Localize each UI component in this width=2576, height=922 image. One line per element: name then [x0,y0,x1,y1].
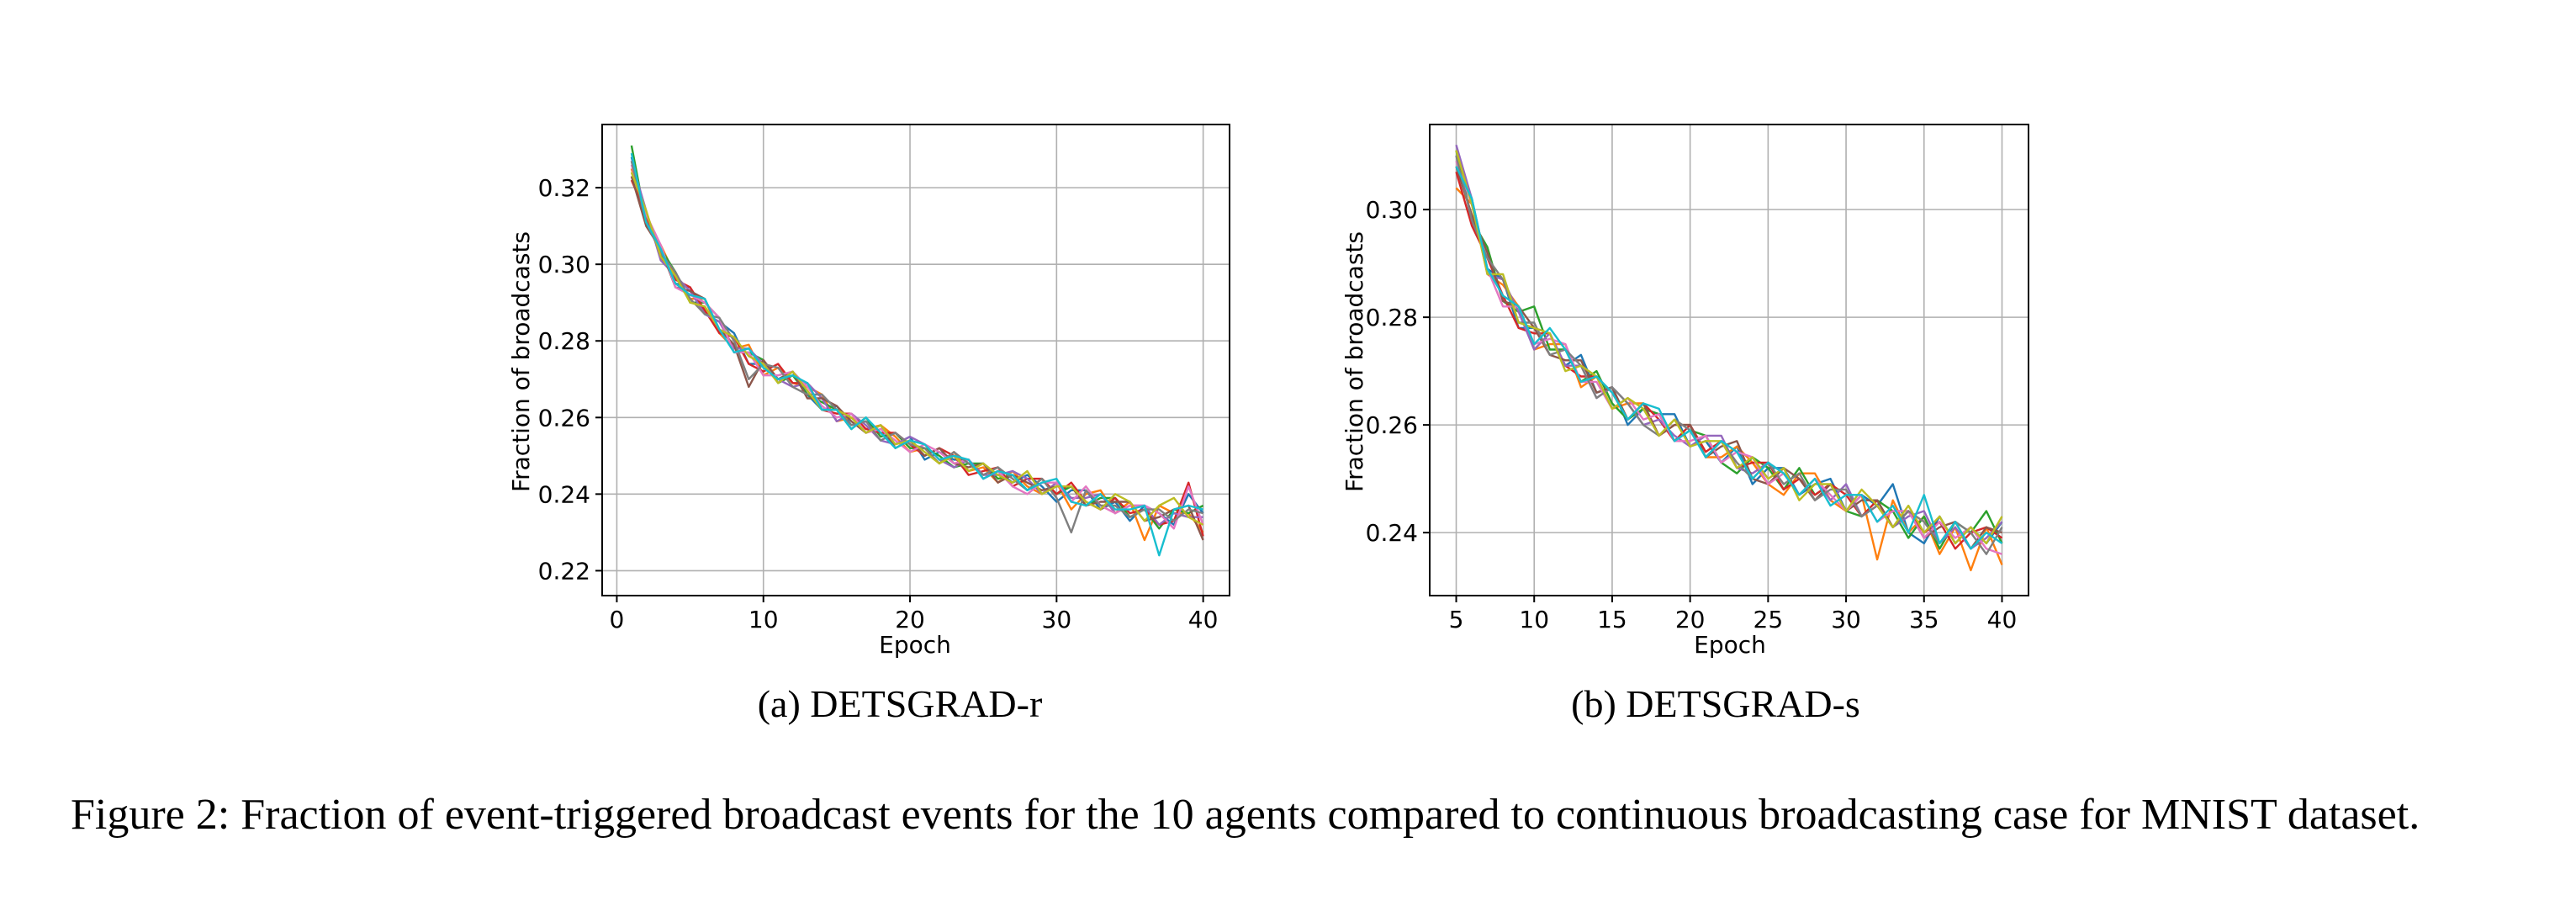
x-tick-label: 35 [1909,606,1939,633]
y-tick-label: 0.30 [1366,196,1418,224]
series-line-agent-3 [630,145,1204,530]
y-tick-label: 0.28 [1366,304,1418,331]
series-line-agent-1 [1455,155,2003,545]
x-tick-label: 20 [1675,606,1706,633]
series-line-agent-3 [1455,150,2003,550]
y-tick-label: 0.22 [538,557,590,585]
series-line-agent-8 [1455,155,2003,555]
chart-panel-a: 0 10 20 30 40 0.22 0.24 0.26 0.28 0.30 0.32 Epoch… [507,124,1230,725]
plot-frame-b [1429,124,2029,596]
x-tick-label: 5 [1449,606,1464,633]
plot-frame-a [601,124,1230,596]
x-tick-label: 40 [1987,606,2018,633]
x-tick-label: 30 [1042,606,1072,633]
y-axis-label-a: Fraction of broadcasts [507,231,535,492]
grid-a [602,125,1230,596]
x-ticks-a: 0 10 20 30 40 [610,596,1219,633]
subcaption-a: (a) DETSGRAD-r [758,682,1043,725]
lines-a [630,145,1204,557]
y-tick-label: 0.26 [538,404,590,432]
series-line-agent-5 [630,160,1203,526]
y-axis-label-b: Fraction of broadcasts [1341,231,1368,492]
figure-canvas: 0 10 20 30 40 0.22 0.24 0.26 0.28 0.30 0.32 Epoch… [507,124,2029,725]
x-tick-label: 40 [1188,606,1219,633]
x-tick-label: 10 [1519,606,1549,633]
y-tick-label: 0.26 [1366,411,1418,439]
x-axis-label-a: Epoch [879,631,951,659]
figure-caption: Figure 2: Fraction of event-triggered br… [71,791,2420,839]
x-ticks-b: 5 10 15 20 25 30 35 40 [1449,596,2018,633]
x-axis-label-b: Epoch [1694,631,1766,659]
series-line-agent-4 [630,179,1204,537]
series-line-agent-10 [1455,166,2003,550]
series-line-agent-2 [630,168,1204,542]
series-line-agent-9 [630,172,1204,526]
series-line-agent-10 [630,152,1203,557]
series-line-agent-7 [630,164,1204,530]
series-line-agent-6 [1455,166,2002,550]
chart-panel-b: 5 10 15 20 25 30 35 40 0.24 0.26 0.28 0.30 Epoch F… [1341,124,2029,725]
x-tick-label: 0 [610,606,625,633]
x-tick-label: 20 [895,606,925,633]
y-tick-label: 0.24 [1366,519,1418,547]
y-ticks-a: 0.22 0.24 0.26 0.28 0.30 0.32 [538,174,602,585]
series-line-agent-8 [630,161,1203,534]
series-line-agent-4 [1455,171,2003,550]
grid-b [1430,125,2029,596]
series-line-agent-9 [1455,150,2003,545]
lines-b [1455,144,2003,572]
series-line-agent-6 [630,176,1204,541]
y-tick-label: 0.30 [538,251,590,278]
series-line-agent-7 [1455,161,2002,555]
y-tick-label: 0.32 [538,174,590,202]
x-tick-label: 25 [1753,606,1784,633]
x-tick-label: 15 [1597,606,1627,633]
subcaption-b: (b) DETSGRAD-s [1571,682,1860,725]
series-line-agent-5 [1455,144,2003,550]
y-tick-label: 0.24 [538,480,590,508]
y-ticks-b: 0.24 0.26 0.28 0.30 [1366,196,1430,547]
y-tick-label: 0.28 [538,327,590,355]
x-tick-label: 10 [748,606,779,633]
x-tick-label: 30 [1831,606,1861,633]
